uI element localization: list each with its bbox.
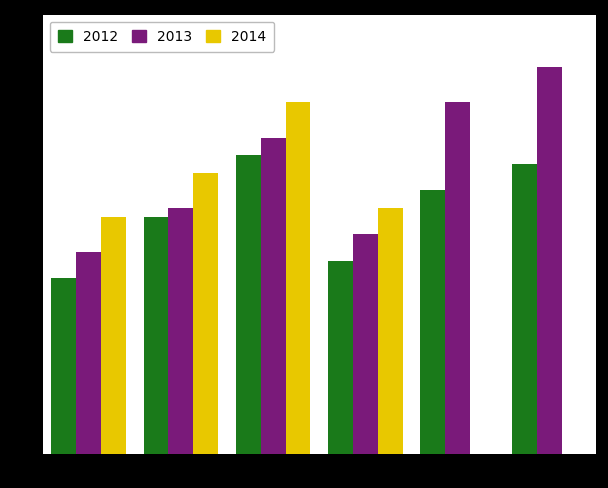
Bar xyxy=(286,102,311,454)
Bar xyxy=(353,234,378,454)
Bar xyxy=(445,102,470,454)
Bar xyxy=(51,278,76,454)
Bar xyxy=(513,164,537,454)
Bar xyxy=(101,217,126,454)
Bar xyxy=(261,138,286,454)
Bar xyxy=(420,190,445,454)
Bar xyxy=(193,173,218,454)
Bar xyxy=(143,217,168,454)
Legend: 2012, 2013, 2014: 2012, 2013, 2014 xyxy=(49,21,274,52)
Bar xyxy=(236,155,261,454)
Bar xyxy=(76,252,101,454)
Bar xyxy=(328,261,353,454)
Bar xyxy=(537,67,562,454)
Bar xyxy=(168,208,193,454)
Bar xyxy=(378,208,402,454)
